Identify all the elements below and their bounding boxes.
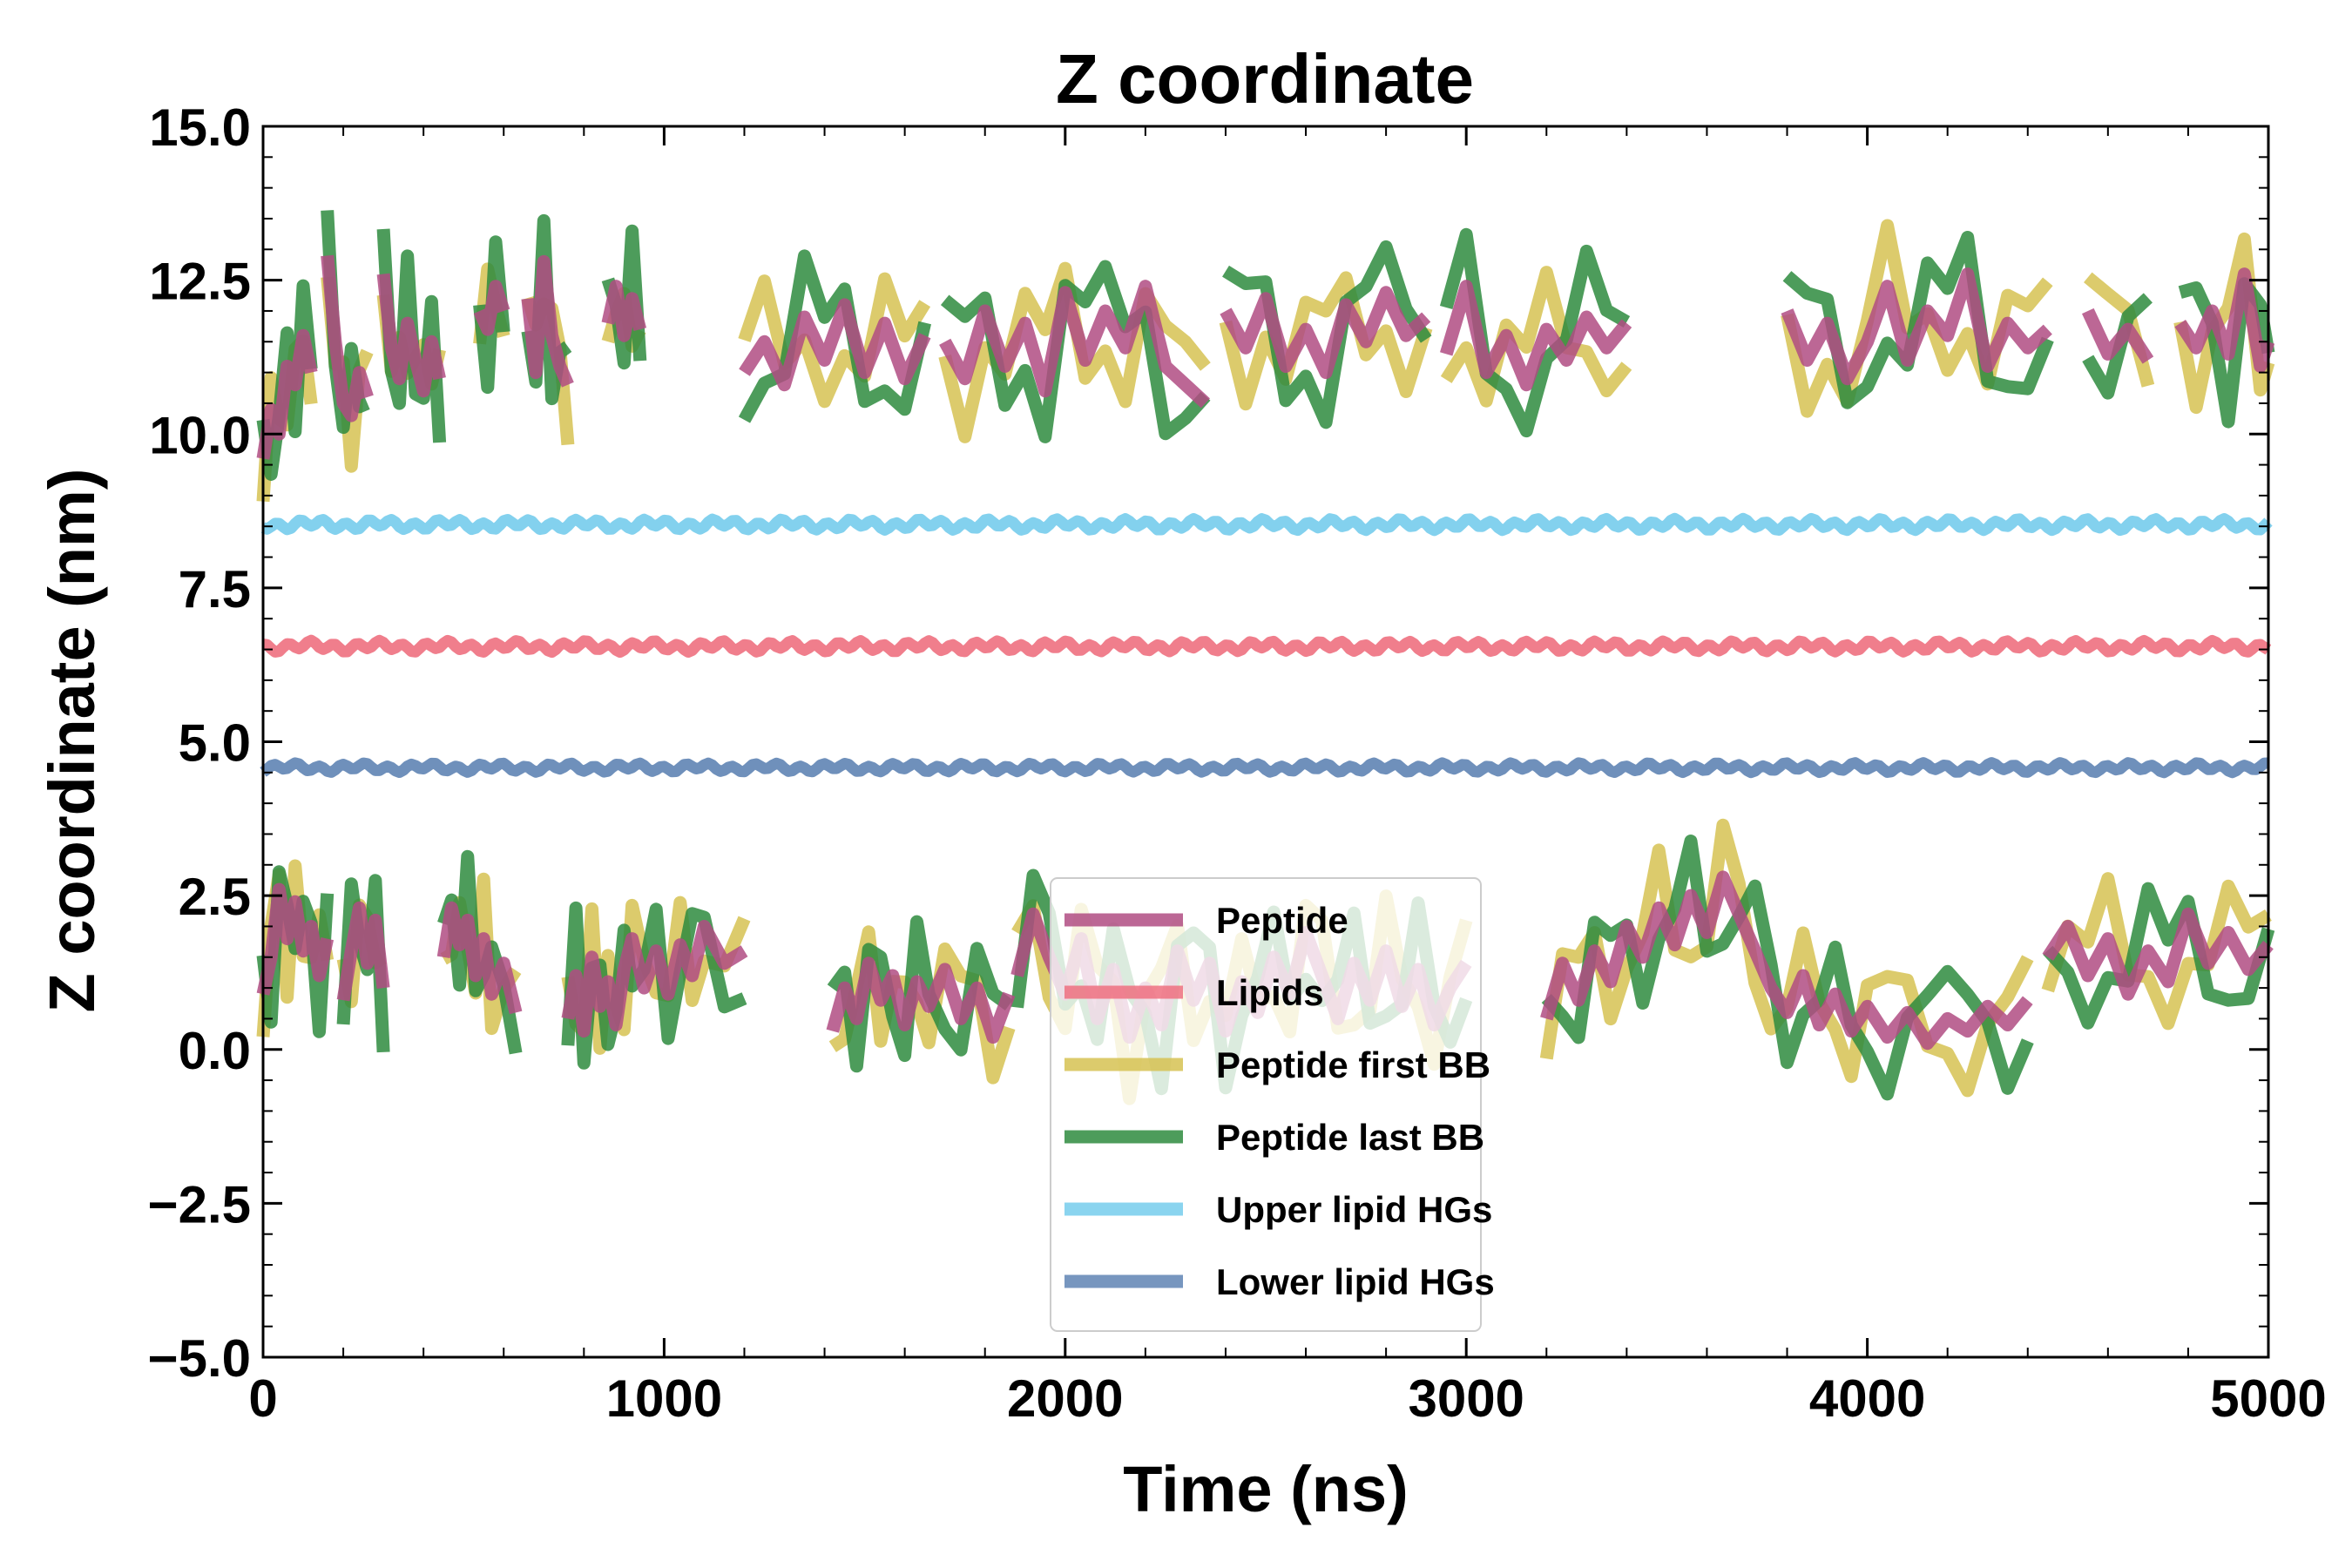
- x-tick-label: 3000: [1408, 1369, 1524, 1428]
- series-peptide-last-bb-upper-11: [2082, 293, 2153, 400]
- x-tick-label: 5000: [2210, 1369, 2326, 1428]
- series-peptide-last-bb-upper-8: [1222, 240, 1432, 429]
- series-peptide-lower-6: [1540, 870, 2033, 1051]
- y-tick-label: 7.5: [179, 560, 251, 618]
- y-tick-label: 2.5: [179, 868, 251, 926]
- series-peptide-first-bb-lower-6: [1539, 818, 2034, 1098]
- y-tick-label: −2.5: [148, 1175, 251, 1233]
- x-tick-label: 4000: [1809, 1369, 1925, 1428]
- series-peptide-first-bb-upper-9: [1440, 266, 1632, 408]
- series-peptide-upper-6: [739, 298, 931, 392]
- series-peptide-lower-4: [826, 956, 1016, 1044]
- series-peptide-upper-4: [521, 254, 574, 388]
- series-peptide-lower-3: [561, 920, 748, 1038]
- series-peptide-upper-8: [1220, 286, 1431, 380]
- legend: Peptide Lipids Peptide first BB Peptide las…: [1050, 877, 1495, 1332]
- series-lower-lipid-hgs-line: [260, 757, 2270, 779]
- y-tick-label: 0.0: [179, 1022, 251, 1080]
- series-peptide-lower-7: [2042, 907, 2274, 1001]
- y-tick-label: 5.0: [179, 714, 251, 773]
- series-peptide-lower-1: [336, 901, 390, 1002]
- series-lipids-line: [261, 634, 2272, 659]
- series-peptide-first-bb-upper-6: [738, 272, 931, 409]
- series-peptide-upper-3: [473, 280, 510, 336]
- y-tick-label: −5.0: [148, 1329, 251, 1388]
- y-tick-label: 10.0: [149, 406, 251, 464]
- legend-label-peptide-first-bb: Peptide first BB: [1216, 1044, 1490, 1085]
- series-peptide-upper-11: [2082, 308, 2154, 364]
- legend-label-lipids: Lipids: [1216, 972, 1324, 1013]
- series-peptide-upper-2: [376, 273, 446, 398]
- series-peptide-last-bb-upper-10: [1782, 231, 2054, 409]
- series-peptide-lower-2: [436, 901, 523, 1015]
- series-peptide-upper-7: [939, 280, 1210, 409]
- series-peptide-upper-9: [1440, 280, 1632, 392]
- legend-label-upper-lipid-hgs: Upper lipid HGs: [1216, 1189, 1492, 1230]
- series-peptide-last-bb-lower-7: [2043, 882, 2275, 1030]
- tick-layer: 0 1000 2000 3000 4000 5000 −5.0 −2.5 0.0 2.5 5.0 7.…: [148, 98, 2327, 1428]
- series-peptide-upper-10: [1781, 267, 2052, 386]
- series-peptide-upper-0: [256, 328, 318, 460]
- series-peptide-first-bb-upper-8: [1219, 271, 1433, 411]
- series-peptide-lower-0: [256, 882, 335, 996]
- series-peptide-upper-12: [2174, 267, 2275, 373]
- chart-title: Z coordinate: [1056, 40, 1474, 118]
- series-peptide-first-bb-lower-7: [2041, 872, 2272, 1031]
- legend-label-peptide: Peptide: [1216, 900, 1348, 941]
- y-tick-label: 15.0: [149, 98, 251, 157]
- series-peptide-last-bb-upper-0: [256, 279, 318, 481]
- y-axis-label: Z coordinate (nm): [36, 469, 108, 1013]
- series-peptide-first-bb-lower-3: [561, 896, 751, 1055]
- y-tick-label: 12.5: [149, 253, 251, 311]
- x-tick-label: 0: [248, 1369, 277, 1428]
- x-axis-label: Time (ns): [1123, 1453, 1409, 1525]
- x-tick-label: 2000: [1007, 1369, 1123, 1428]
- series-peptide-upper-5: [601, 280, 647, 342]
- legend-label-peptide-last-bb: Peptide last BB: [1216, 1117, 1484, 1158]
- x-tick-label: 1000: [606, 1369, 722, 1428]
- series-peptide-first-bb-upper-12: [2173, 232, 2275, 415]
- series-peptide-last-bb-upper-12: [2178, 277, 2275, 429]
- legend-label-lower-lipid-hgs: Lower lipid HGs: [1216, 1261, 1495, 1302]
- series-upper-lipid-hgs-line: [260, 512, 2273, 537]
- series-peptide-upper-1: [321, 254, 374, 422]
